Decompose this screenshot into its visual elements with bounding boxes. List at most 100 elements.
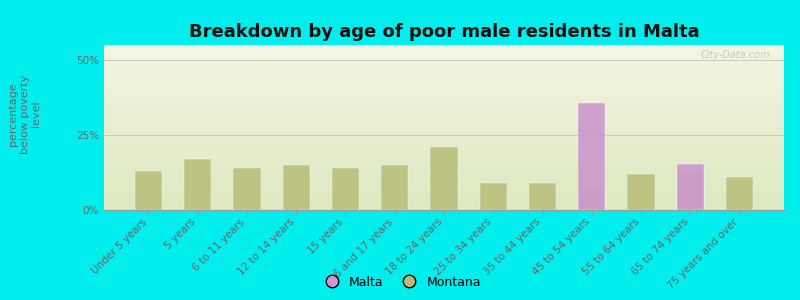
Text: City-Data.com: City-Data.com — [701, 50, 770, 60]
Bar — [104, 86, 784, 88]
Bar — [104, 91, 784, 93]
Bar — [104, 197, 784, 199]
Bar — [104, 149, 784, 151]
Bar — [104, 48, 784, 50]
Bar — [104, 94, 784, 96]
Bar — [104, 174, 784, 175]
Bar — [135, 171, 162, 210]
Bar — [104, 101, 784, 103]
Bar — [104, 114, 784, 116]
Bar — [104, 119, 784, 121]
Bar — [104, 165, 784, 167]
Bar — [104, 68, 784, 70]
Bar — [104, 141, 784, 142]
Bar — [104, 78, 784, 80]
Bar — [381, 165, 408, 210]
Bar — [104, 53, 784, 55]
Bar — [104, 80, 784, 81]
Bar — [104, 106, 784, 108]
Bar — [104, 157, 784, 159]
Bar — [104, 73, 784, 75]
Bar — [104, 108, 784, 109]
Bar — [104, 81, 784, 83]
Bar — [104, 202, 784, 203]
Bar — [430, 147, 458, 210]
Bar — [104, 61, 784, 63]
Bar — [104, 180, 784, 182]
Bar — [104, 199, 784, 200]
Bar — [104, 178, 784, 180]
Bar — [104, 124, 784, 126]
Bar — [529, 183, 556, 210]
Text: percentage
below poverty
level: percentage below poverty level — [8, 74, 42, 154]
Bar — [104, 182, 784, 184]
Bar — [104, 50, 784, 52]
Bar — [104, 184, 784, 185]
Bar — [184, 159, 211, 210]
Bar — [104, 170, 784, 172]
Bar — [104, 134, 784, 136]
Bar — [104, 75, 784, 76]
Bar — [104, 118, 784, 119]
Bar — [104, 83, 784, 85]
Bar — [104, 63, 784, 65]
Bar — [104, 55, 784, 56]
Bar — [104, 185, 784, 187]
Bar — [104, 70, 784, 71]
Bar — [104, 151, 784, 152]
Bar — [104, 129, 784, 131]
Bar — [104, 154, 784, 155]
Bar — [104, 207, 784, 208]
Bar — [104, 111, 784, 112]
Bar — [104, 112, 784, 114]
Bar — [104, 160, 784, 162]
Bar — [104, 169, 784, 170]
Bar — [104, 58, 784, 60]
Bar — [104, 93, 784, 94]
Bar — [104, 45, 784, 46]
Bar — [104, 172, 784, 174]
Bar — [104, 136, 784, 137]
Bar — [104, 200, 784, 202]
Bar — [104, 132, 784, 134]
Bar — [104, 187, 784, 188]
Bar — [104, 147, 784, 149]
Bar — [104, 167, 784, 169]
Bar — [282, 165, 310, 210]
Bar — [104, 142, 784, 144]
Legend: Malta, Montana: Malta, Montana — [314, 271, 486, 294]
Bar — [578, 189, 606, 210]
Bar — [104, 126, 784, 128]
Bar — [234, 168, 261, 210]
Title: Breakdown by age of poor male residents in Malta: Breakdown by age of poor male residents … — [189, 23, 699, 41]
Bar — [677, 164, 704, 210]
Bar — [104, 98, 784, 99]
Bar — [104, 164, 784, 165]
Bar — [104, 137, 784, 139]
Bar — [677, 171, 704, 210]
Bar — [104, 128, 784, 129]
Bar — [480, 183, 507, 210]
Bar — [104, 76, 784, 78]
Bar — [104, 144, 784, 146]
Bar — [104, 66, 784, 68]
Bar — [104, 88, 784, 89]
Bar — [627, 174, 654, 210]
Bar — [104, 46, 784, 48]
Bar — [726, 177, 753, 210]
Bar — [332, 168, 359, 210]
Bar — [104, 96, 784, 98]
Bar — [578, 103, 606, 210]
Bar — [104, 162, 784, 164]
Bar — [104, 121, 784, 122]
Bar — [104, 194, 784, 195]
Bar — [104, 89, 784, 91]
Bar — [104, 177, 784, 178]
Bar — [104, 65, 784, 66]
Bar — [104, 131, 784, 132]
Bar — [104, 188, 784, 190]
Bar — [104, 159, 784, 161]
Bar — [104, 56, 784, 58]
Bar — [104, 60, 784, 61]
Bar — [104, 99, 784, 101]
